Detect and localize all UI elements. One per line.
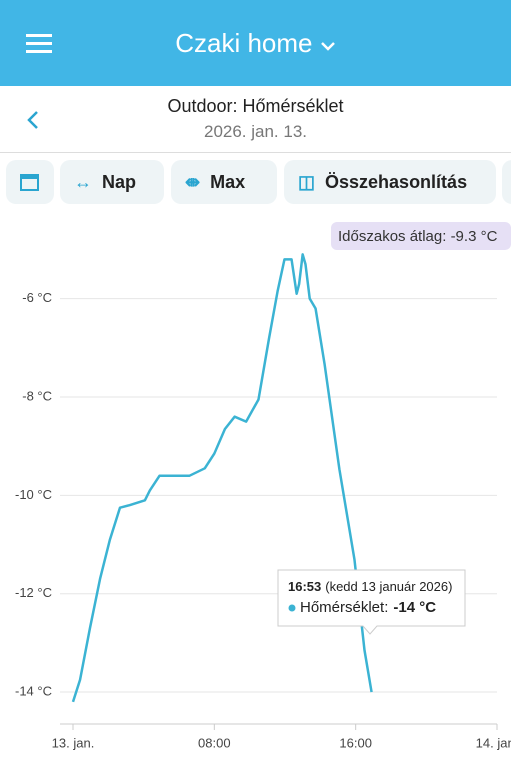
value: -14 °C xyxy=(393,599,436,616)
label: Hőmérséklet: xyxy=(300,599,388,616)
x-tick-label: 13. jan. xyxy=(52,735,95,750)
icon: ↔ xyxy=(74,171,92,192)
max-button[interactable]: ⇼ Max xyxy=(171,160,277,204)
y-tick-label: -8 °C xyxy=(22,388,52,403)
app-header: Czaki home xyxy=(0,0,511,86)
legend-dot xyxy=(288,604,296,612)
tooltip: 16:53 (kedd 13 január 2026) Hőmérséklet: -1… xyxy=(277,569,466,635)
y-tick-label: -14 °C xyxy=(15,683,52,698)
calendar-button[interactable] xyxy=(6,160,54,204)
x-tick-label: 08:00 xyxy=(198,735,231,750)
tooltip-time: 16:53 (kedd 13 január 2026) xyxy=(288,579,452,594)
chevron xyxy=(320,42,335,51)
day-button[interactable]: ↔ Nap xyxy=(60,160,164,204)
label: Max xyxy=(210,171,246,192)
calendar-icon xyxy=(20,174,39,191)
y-tick-label: -12 °C xyxy=(15,585,52,600)
time: 16:53 xyxy=(288,579,321,594)
entity-title: Outdoor: Hőmérséklet xyxy=(167,96,344,116)
x-tick-label: 14. jan. xyxy=(476,735,511,750)
label: Nap xyxy=(102,171,137,192)
y-tick-label: -6 °C xyxy=(22,290,52,305)
label: Összehasonlítás xyxy=(325,171,468,192)
y-tick-label: -10 °C xyxy=(15,487,52,502)
title-text: Czaki home xyxy=(175,28,313,58)
badge-bg xyxy=(331,222,511,250)
more-button[interactable] xyxy=(502,160,511,204)
header-title[interactable]: Czaki home xyxy=(0,28,511,59)
date: (kedd 13 január 2026) xyxy=(325,579,452,594)
icon: ⇼ xyxy=(185,171,201,192)
tooltip-value: Hőmérséklet: -14 °C xyxy=(300,599,436,616)
compare-button[interactable]: ◫ Összehasonlítás xyxy=(284,160,496,204)
series-line xyxy=(71,253,373,703)
back-button[interactable] xyxy=(26,110,42,130)
average-badge: Időszakos átlag: -9.3 °C xyxy=(338,228,498,245)
tooltip-box xyxy=(277,569,466,635)
date: 2026. jan. 13. xyxy=(203,122,308,141)
menu-icon[interactable] xyxy=(26,32,56,56)
subheader: Outdoor: Hőmérséklet 2026. jan. 13. xyxy=(0,86,511,153)
x-tick-label: 16:00 xyxy=(339,735,372,750)
icon: ◫ xyxy=(298,171,316,192)
